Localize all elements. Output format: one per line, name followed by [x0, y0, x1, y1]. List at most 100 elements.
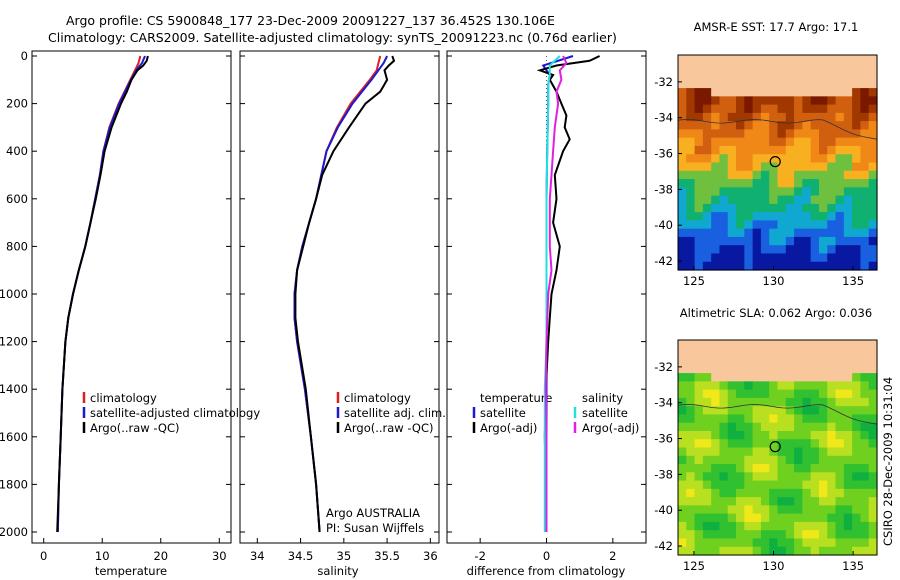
ocean-cell	[694, 472, 704, 482]
ocean-cell	[827, 464, 837, 473]
ocean-cell	[810, 513, 820, 523]
ocean-cell	[769, 129, 779, 139]
ocean-cell	[727, 228, 737, 238]
ocean-cell	[852, 154, 862, 164]
legend-temp-argo: Argo(-adj)	[480, 421, 537, 435]
land-cell	[802, 364, 812, 374]
ocean-cell	[678, 162, 687, 172]
land-cell	[752, 364, 762, 374]
land-cell	[694, 364, 704, 374]
ocean-cell	[835, 203, 845, 213]
ocean-cell	[785, 112, 795, 122]
ocean-cell	[744, 447, 754, 457]
ocean-cell	[777, 154, 787, 164]
ocean-cell	[827, 488, 837, 498]
ocean-cell	[727, 245, 737, 255]
ocean-cell	[736, 488, 745, 498]
land-cell	[843, 348, 853, 358]
land-cell	[835, 348, 845, 358]
ocean-cell	[868, 145, 878, 155]
ocean-cell	[794, 96, 803, 106]
land-cell	[711, 340, 721, 349]
ocean-cell	[835, 154, 845, 164]
land-cell	[719, 364, 729, 374]
ocean-cell	[835, 472, 845, 482]
ocean-cell	[777, 414, 787, 424]
ocean-cell	[744, 121, 754, 131]
ocean-cell	[744, 464, 754, 473]
ocean-cell	[868, 96, 878, 106]
ocean-cell	[852, 439, 862, 449]
ocean-cell	[678, 154, 687, 164]
land-cell	[777, 340, 787, 349]
ocean-cell	[694, 96, 704, 106]
ocean-cell	[794, 497, 803, 506]
land-cell	[744, 373, 754, 382]
ocean-cell	[827, 546, 837, 556]
ocean-cell	[711, 439, 721, 449]
land-cell	[810, 71, 820, 81]
ocean-cell	[694, 373, 704, 382]
y-tick-label: 2000	[0, 525, 28, 539]
ocean-cell	[843, 389, 853, 399]
ocean-cell	[736, 505, 745, 515]
land-cell	[802, 340, 812, 349]
land-cell	[760, 63, 770, 73]
ocean-cell	[818, 261, 828, 271]
land-cell	[744, 88, 754, 97]
ocean-cell	[686, 397, 696, 407]
land-cell	[802, 88, 812, 97]
ocean-cell	[827, 203, 837, 213]
ocean-cell	[694, 546, 704, 556]
ocean-cell	[752, 121, 762, 131]
ocean-cell	[777, 521, 787, 531]
land-cell	[686, 55, 696, 64]
ocean-cell	[702, 455, 712, 465]
land-cell	[835, 55, 845, 64]
ocean-cell	[852, 513, 862, 523]
ocean-cell	[843, 406, 853, 416]
ocean-cell	[752, 145, 762, 155]
ocean-cell	[694, 228, 704, 238]
ocean-cell	[843, 472, 853, 482]
ocean-cell	[769, 228, 779, 238]
ocean-cell	[852, 121, 862, 131]
ocean-cell	[727, 430, 737, 440]
ocean-cell	[868, 530, 878, 540]
ocean-cell	[744, 497, 754, 506]
ocean-cell	[711, 253, 721, 263]
land-cell	[711, 356, 721, 366]
land-cell	[852, 55, 862, 64]
land-cell	[827, 63, 837, 73]
ocean-cell	[843, 170, 853, 180]
ocean-cell	[802, 220, 812, 230]
ocean-cell	[711, 203, 721, 213]
land-cell	[752, 63, 762, 73]
ocean-cell	[835, 236, 845, 246]
ocean-cell	[827, 220, 837, 230]
land-cell	[727, 373, 737, 382]
ocean-cell	[727, 447, 737, 457]
ocean-cell	[794, 170, 803, 180]
y-tick-label: 800	[6, 239, 28, 253]
ocean-cell	[694, 488, 704, 498]
ocean-cell	[794, 455, 803, 465]
ocean-cell	[835, 145, 845, 155]
ocean-cell	[860, 195, 870, 205]
ocean-cell	[711, 170, 721, 180]
ocean-cell	[711, 195, 721, 205]
ocean-cell	[777, 472, 787, 482]
land-cell	[794, 79, 803, 89]
ocean-cell	[769, 187, 779, 197]
land-cell	[794, 71, 803, 81]
header-line1: Argo profile: CS 5900848_177 23-Dec-2009…	[66, 13, 555, 28]
ocean-cell	[785, 104, 795, 114]
ocean-cell	[736, 137, 745, 147]
ocean-cell	[736, 170, 745, 180]
ocean-cell	[868, 236, 878, 246]
land-cell	[702, 364, 712, 374]
ocean-cell	[835, 447, 845, 457]
land-cell	[843, 340, 853, 349]
x-tick-label: 0	[543, 549, 550, 563]
ocean-cell	[686, 220, 696, 230]
